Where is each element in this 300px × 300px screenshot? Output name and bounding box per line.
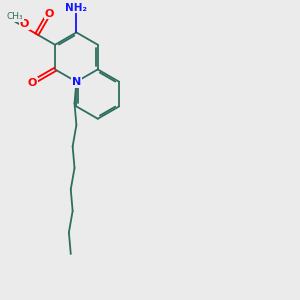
Text: N: N bbox=[72, 77, 81, 87]
Text: CH₃: CH₃ bbox=[7, 12, 23, 21]
Text: O: O bbox=[20, 19, 29, 29]
Text: O: O bbox=[28, 77, 37, 88]
Text: O: O bbox=[44, 9, 53, 19]
Text: NH₂: NH₂ bbox=[65, 3, 87, 13]
